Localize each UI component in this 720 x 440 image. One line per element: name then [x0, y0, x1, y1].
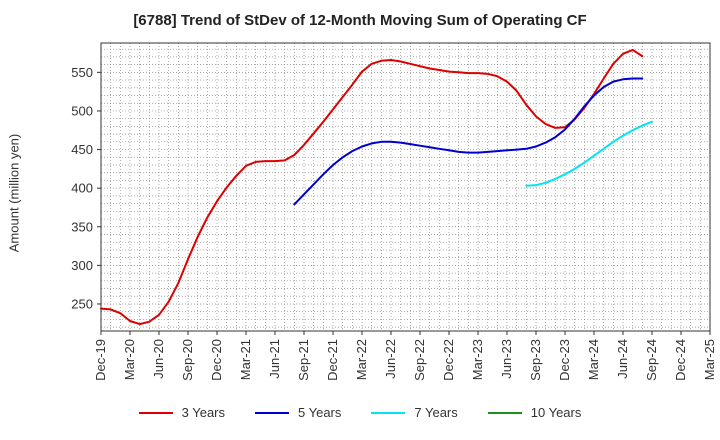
- x-tick-label: Dec-21: [325, 339, 340, 381]
- x-tick-label: Sep-23: [528, 339, 543, 381]
- legend: 3 Years 5 Years 7 Years 10 Years: [0, 405, 720, 420]
- x-tick-label: Dec-24: [673, 339, 688, 381]
- x-tick-labels: Dec-19 Mar-20 Jun-20 Sep-20 Dec-20 Mar-21 Jun-…: [93, 331, 717, 381]
- x-tick-label: Mar-25: [702, 339, 717, 380]
- legend-swatch: [255, 411, 289, 414]
- legend-item: 10 Years: [487, 405, 582, 420]
- x-tick-label: Jun-21: [267, 339, 282, 379]
- legend-swatch: [138, 411, 173, 414]
- x-tick-label: Jun-24: [615, 339, 630, 379]
- x-tick-label: Dec-22: [441, 339, 456, 381]
- x-tick-label: Jun-20: [151, 339, 166, 379]
- y-tick-labels: 250 300 350 400 450 500 550: [71, 65, 101, 311]
- x-tick-label: Mar-23: [470, 339, 485, 380]
- x-tick-label: Sep-21: [296, 339, 311, 381]
- legend-swatch: [487, 411, 522, 414]
- legend-item: 3 Years: [138, 405, 225, 420]
- chart-title: [6788] Trend of StDev of 12-Month Moving…: [133, 12, 587, 29]
- x-tick-label: Jun-23: [499, 339, 514, 379]
- y-tick-label: 500: [71, 103, 93, 118]
- y-tick-label: 250: [71, 296, 93, 311]
- legend-item: 5 Years: [255, 405, 341, 420]
- series-line-1: [100, 48, 644, 326]
- x-tick-label: Dec-19: [93, 339, 108, 381]
- x-tick-label: Sep-22: [412, 339, 427, 381]
- x-tick-label: Dec-23: [557, 339, 572, 381]
- x-tick-label: Mar-24: [586, 339, 601, 380]
- series-lines: [100, 48, 653, 326]
- series-line-2: [293, 77, 644, 206]
- legend-label: 5 Years: [298, 405, 342, 420]
- grid-lines: [100, 43, 711, 331]
- x-tick-label: Mar-20: [122, 339, 137, 380]
- x-tick-label: Sep-20: [180, 339, 195, 381]
- legend-label: 7 Years: [414, 405, 458, 420]
- x-tick-label: Jun-22: [383, 339, 398, 379]
- x-tick-label: Dec-20: [209, 339, 224, 381]
- y-tick-label: 400: [71, 181, 93, 196]
- y-tick-label: 550: [71, 65, 93, 80]
- plot-frame: [100, 42, 711, 332]
- x-tick-label: Mar-22: [354, 339, 369, 380]
- series-line-3: [525, 120, 653, 187]
- plot-border: [100, 42, 711, 332]
- legend-item: 7 Years: [371, 405, 458, 420]
- legend-label: 3 Years: [181, 405, 225, 420]
- x-tick-label: Mar-21: [238, 339, 253, 380]
- y-tick-label: 450: [71, 142, 93, 157]
- y-tick-label: 350: [71, 219, 93, 234]
- legend-label: 10 Years: [530, 405, 582, 420]
- legend-swatch: [371, 411, 406, 414]
- x-tick-label: Sep-24: [644, 339, 659, 381]
- y-tick-label: 300: [71, 258, 93, 273]
